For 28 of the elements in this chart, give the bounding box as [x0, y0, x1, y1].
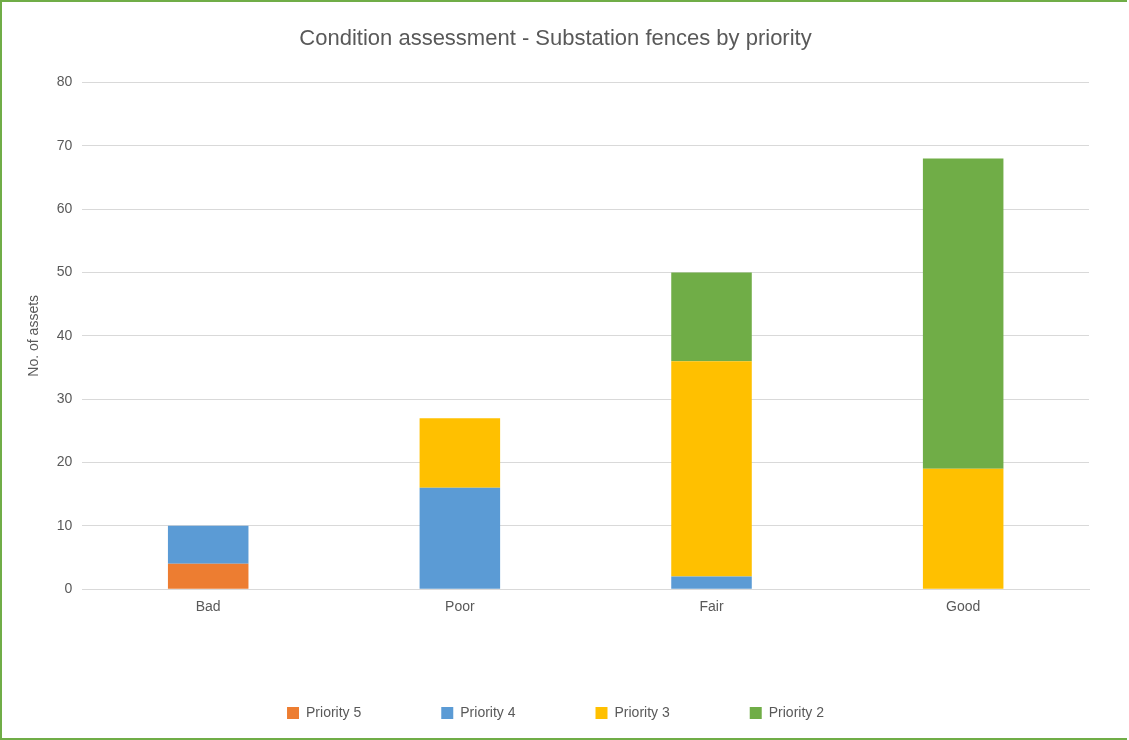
x-tick-label: Bad — [195, 598, 221, 615]
bar — [167, 525, 249, 564]
chart-title: Condition assessment - Substation fences by priority — [299, 25, 812, 51]
y-tick-label: 30 — [56, 390, 73, 407]
y-tick-label: 60 — [56, 199, 73, 216]
x-tick-label: Fair — [699, 598, 724, 615]
bar — [671, 272, 752, 362]
legend-label: Priority 2 — [768, 703, 825, 720]
bar — [671, 576, 752, 589]
y-tick-label: 10 — [56, 516, 73, 533]
y-tick-label: 80 — [56, 73, 73, 90]
x-tick-label: Poor — [445, 598, 475, 615]
bar — [922, 468, 1004, 589]
bar — [922, 158, 1004, 469]
y-tick-label: 50 — [56, 263, 73, 280]
legend-label: Priority 3 — [614, 703, 670, 720]
y-tick-label: 20 — [56, 453, 73, 470]
y-tick-label: 40 — [56, 326, 73, 343]
x-tick-label: Good — [946, 598, 981, 615]
y-tick-label: 70 — [56, 136, 73, 153]
bar — [419, 487, 501, 589]
legend-label: Priority 5 — [306, 703, 362, 720]
y-tick-label: 0 — [64, 580, 73, 597]
legend-label: Priority 4 — [460, 703, 516, 720]
bar — [419, 418, 501, 488]
bar — [671, 361, 752, 577]
y-axis-title: No. of assets — [25, 294, 42, 377]
bar — [167, 563, 249, 589]
